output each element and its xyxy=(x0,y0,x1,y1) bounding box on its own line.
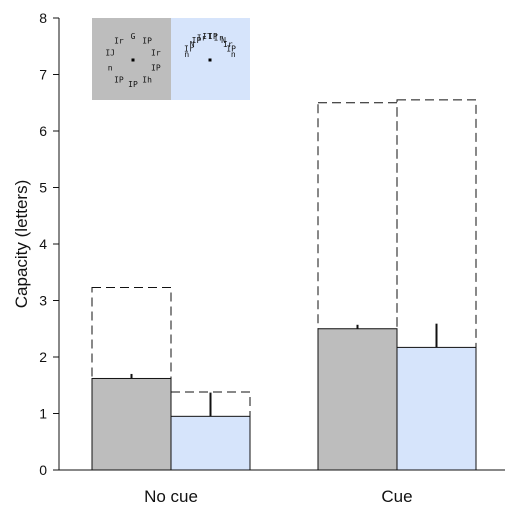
y-tick-label: 8 xyxy=(39,10,47,26)
stimulus-letter: IP xyxy=(114,75,124,84)
stimulus-letter: Ir xyxy=(114,37,124,46)
x-category-label: No cue xyxy=(144,487,198,506)
y-tick-label: 0 xyxy=(39,462,47,478)
y-tick-label: 3 xyxy=(39,293,47,309)
stimulus-letter: IP xyxy=(226,45,236,54)
fixation-dot xyxy=(131,58,135,62)
stimulus-letter: n xyxy=(231,50,236,59)
bar xyxy=(317,328,398,471)
stimulus-letter: IP xyxy=(208,32,218,41)
stimulus-letter: G xyxy=(131,32,136,41)
y-tick-label: 2 xyxy=(39,349,47,365)
bar xyxy=(170,415,251,471)
stimulus-letter: IP xyxy=(151,63,161,72)
y-tick-label: 5 xyxy=(39,180,47,196)
bar xyxy=(91,377,172,471)
bar xyxy=(396,346,477,471)
stimulus-letter: N xyxy=(221,36,226,45)
stimulus-letter: Ir xyxy=(184,45,194,54)
stimulus-letter: Ir xyxy=(197,34,207,43)
y-tick-label: 4 xyxy=(39,236,47,252)
x-category-labels: No cue Cue xyxy=(144,487,413,506)
stimulus-letter: IT xyxy=(202,32,212,41)
stimulus-letter: n xyxy=(184,50,189,59)
y-axis-title: Capacity (letters) xyxy=(12,180,31,308)
stimulus-letter: Ir xyxy=(214,34,224,43)
stimulus-letter: Ih xyxy=(142,75,152,84)
stimulus-letter: N xyxy=(190,40,195,49)
x-category-label: Cue xyxy=(381,487,412,506)
ceiling-box xyxy=(317,102,398,471)
stimulus-letter: Ir xyxy=(223,40,233,49)
stimulus-letter: IP xyxy=(192,36,202,45)
fixation-dot xyxy=(208,58,212,62)
stimulus-letter: n xyxy=(108,63,113,72)
bars-layer xyxy=(91,99,477,471)
stimulus-letter: IJ xyxy=(105,49,115,58)
y-tick-label: 6 xyxy=(39,123,47,139)
y-ticks: 0 1 2 3 4 5 6 7 8 xyxy=(39,10,59,478)
y-tick-label: 1 xyxy=(39,406,47,422)
stimulus-letter: IP xyxy=(128,80,138,89)
y-tick-label: 7 xyxy=(39,67,47,83)
stimulus-letter: Ir xyxy=(151,49,161,58)
stimulus-letter: IP xyxy=(142,37,152,46)
